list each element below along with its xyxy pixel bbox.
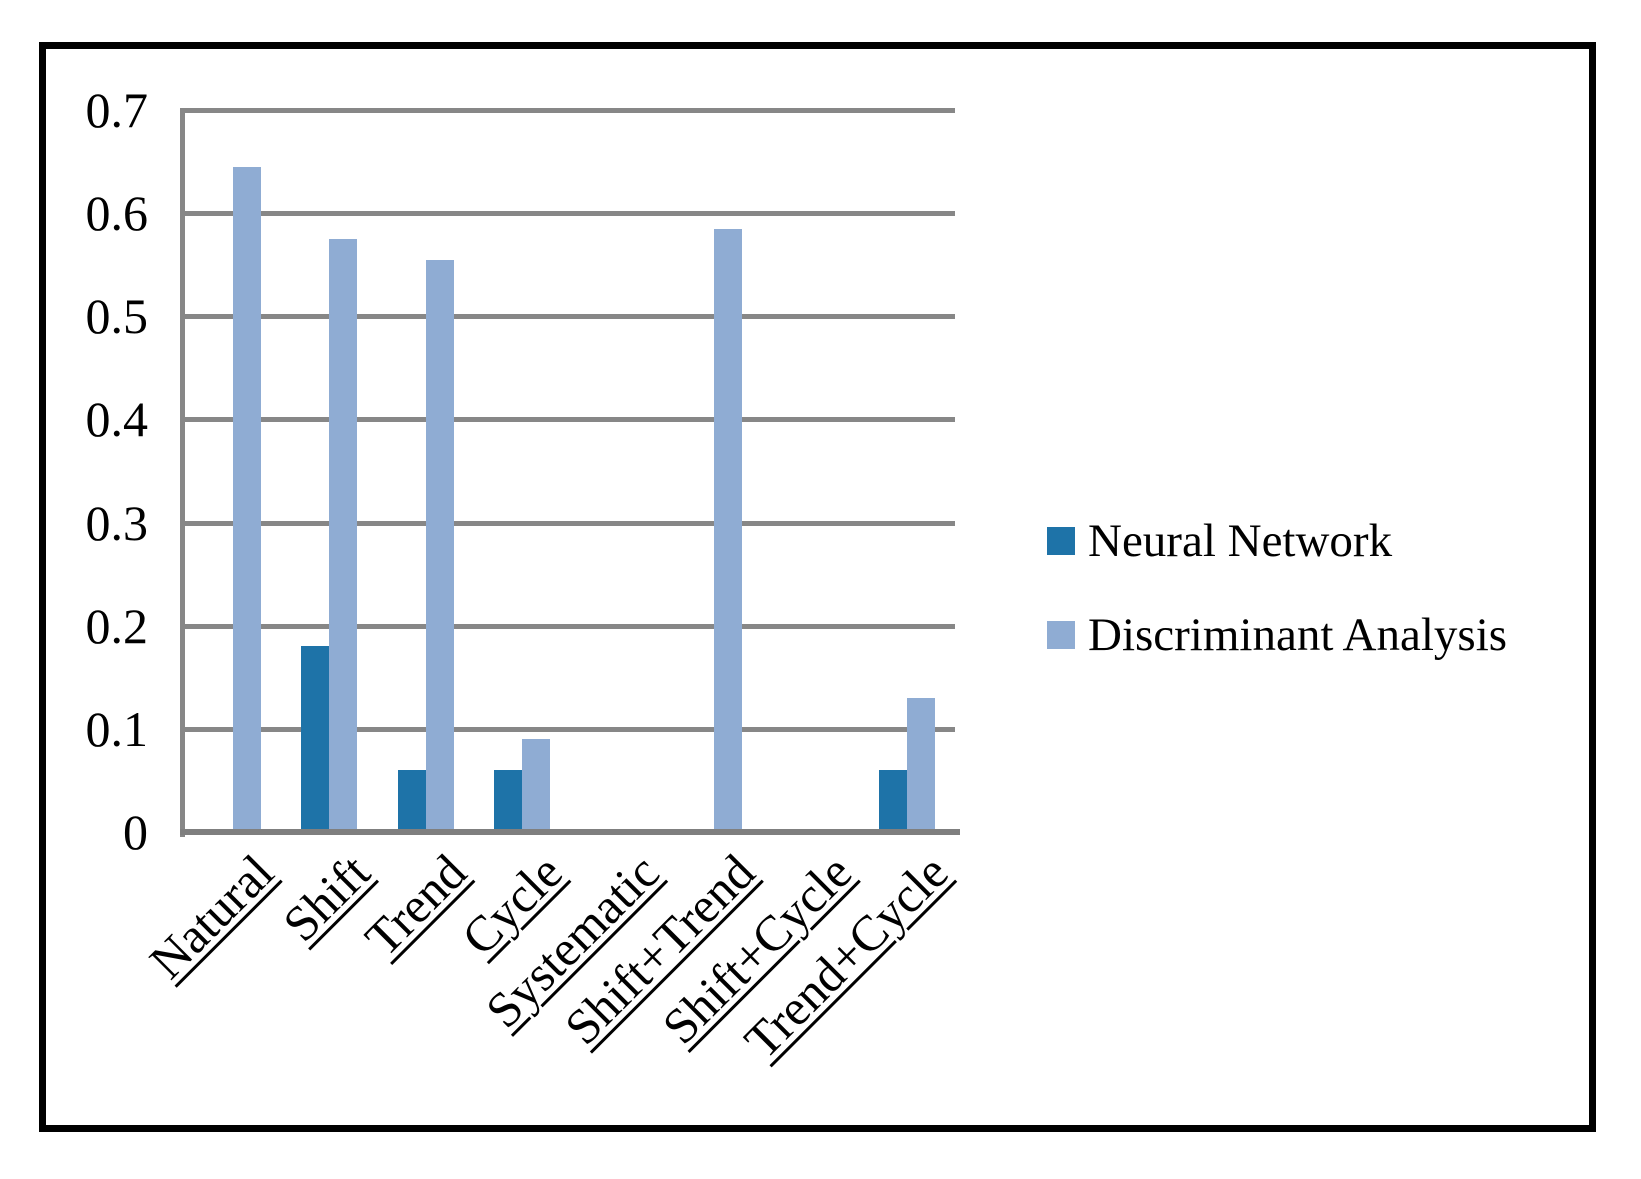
legend-item-discriminant-analysis: Discriminant Analysis <box>1047 606 1507 664</box>
gridline-0-5 <box>185 314 955 319</box>
y-axis-line <box>180 108 185 837</box>
bar-trend-discriminant-analysis <box>426 260 454 832</box>
bar-natural-discriminant-analysis <box>233 167 261 832</box>
legend-item-neural-network: Neural Network <box>1047 512 1392 570</box>
gridline-0-3 <box>185 521 955 526</box>
x-axis-baseline <box>180 829 960 835</box>
bar-cycle-neural-network <box>494 770 522 832</box>
bar-cycle-discriminant-analysis <box>522 739 550 832</box>
gridline-0-6 <box>185 211 955 216</box>
gridline-0-1 <box>185 727 955 732</box>
legend-label-discriminant-analysis: Discriminant Analysis <box>1088 609 1508 661</box>
y-tick-label-0-6: 0.6 <box>85 185 149 241</box>
bar-shift-neural-network <box>301 646 329 832</box>
y-tick-label-0-2: 0.2 <box>85 598 149 654</box>
y-tick-label-0-7: 0.7 <box>85 82 149 138</box>
bar-trend-cycle-discriminant-analysis <box>907 698 935 832</box>
legend-label-neural-network: Neural Network <box>1088 515 1393 567</box>
bar-trend-cycle-neural-network <box>879 770 907 832</box>
y-tick-label-0-4: 0.4 <box>85 391 149 447</box>
y-tick-label-0-5: 0.5 <box>85 288 149 344</box>
gridline-0-4 <box>185 417 955 422</box>
gridline-0-7 <box>185 108 955 113</box>
y-tick-label-0-1: 0.1 <box>85 701 149 757</box>
legend-swatch-neural-network <box>1047 527 1075 555</box>
y-tick-label-0: 0 <box>123 804 148 860</box>
y-tick-label-0-3: 0.3 <box>85 495 149 551</box>
bar-trend-neural-network <box>398 770 426 832</box>
legend-swatch-discriminant-analysis <box>1047 621 1075 649</box>
gridline-0-2 <box>185 624 955 629</box>
bar-shift-discriminant-analysis <box>329 239 357 832</box>
chart-border-frame <box>39 42 1596 1132</box>
bar-shift-trend-discriminant-analysis <box>714 229 742 832</box>
